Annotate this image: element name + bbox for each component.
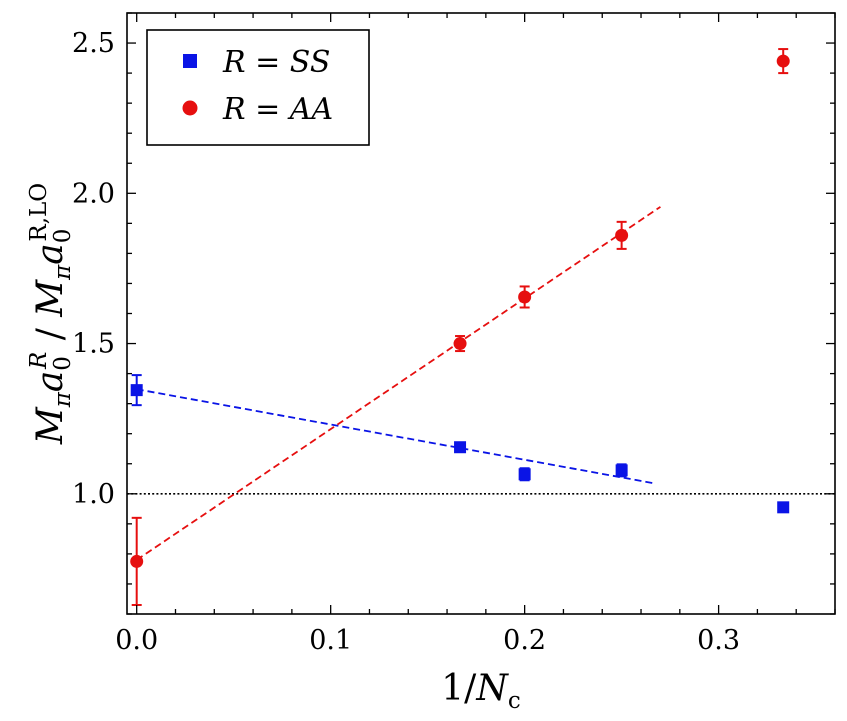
y-axis-label-part: /	[30, 317, 71, 352]
point-ss-0	[130, 384, 143, 397]
y-tick-label: 1.0	[72, 479, 115, 510]
point-aa-0	[130, 554, 144, 568]
x-tick-label: 0.1	[309, 625, 352, 656]
point-ss-4	[777, 501, 790, 514]
x-axis-label-n: N	[475, 668, 509, 709]
legend: R = SS R = AA	[146, 29, 370, 146]
y-axis-label-part: π	[50, 264, 76, 281]
y-axis-label-part: a	[30, 371, 71, 392]
legend-label-aa: R = AA	[222, 92, 333, 127]
y-tick-label: 1.5	[72, 329, 115, 360]
y-axis-label-part: a	[30, 243, 71, 264]
y-axis-label-part: 0	[50, 356, 76, 371]
y-axis-label-part: M	[30, 406, 71, 445]
point-ss-1	[454, 441, 467, 454]
x-tick-label: 0.3	[697, 625, 740, 656]
legend-box	[146, 29, 370, 146]
ticks-layer	[127, 12, 836, 615]
point-aa-2	[518, 290, 532, 304]
fit-line-ss	[136, 388, 655, 485]
point-aa-1	[453, 337, 467, 351]
x-axis-label-sub: c	[508, 688, 521, 714]
legend-marker-aa	[182, 100, 198, 116]
plot-area	[127, 48, 835, 606]
y-tick-label: 2.5	[72, 28, 115, 59]
x-tick-label: 0.0	[115, 625, 158, 656]
y-axis-label-part: R	[26, 352, 52, 370]
legend-marker-ss	[183, 54, 197, 68]
point-aa-4	[776, 54, 790, 68]
y-axis-label-part: π	[50, 391, 76, 408]
y-axis-label-part: M	[30, 279, 71, 318]
point-ss-3	[615, 464, 628, 477]
fit-line-aa	[136, 206, 661, 561]
x-tick-label: 0.2	[503, 625, 546, 656]
y-axis-label: Mπa0R / Mπa0R,LO	[26, 183, 76, 445]
point-aa-3	[615, 228, 629, 242]
legend-label-ss: R = SS	[222, 45, 330, 80]
y-axis-label-part: R,LO	[26, 183, 52, 242]
y-axis-label-part: 0	[50, 229, 76, 244]
x-axis-label: 1/Nc	[441, 668, 520, 714]
point-ss-2	[518, 468, 531, 481]
y-tick-label: 2.0	[72, 178, 115, 209]
x-axis-label-main: 1/	[441, 668, 477, 709]
